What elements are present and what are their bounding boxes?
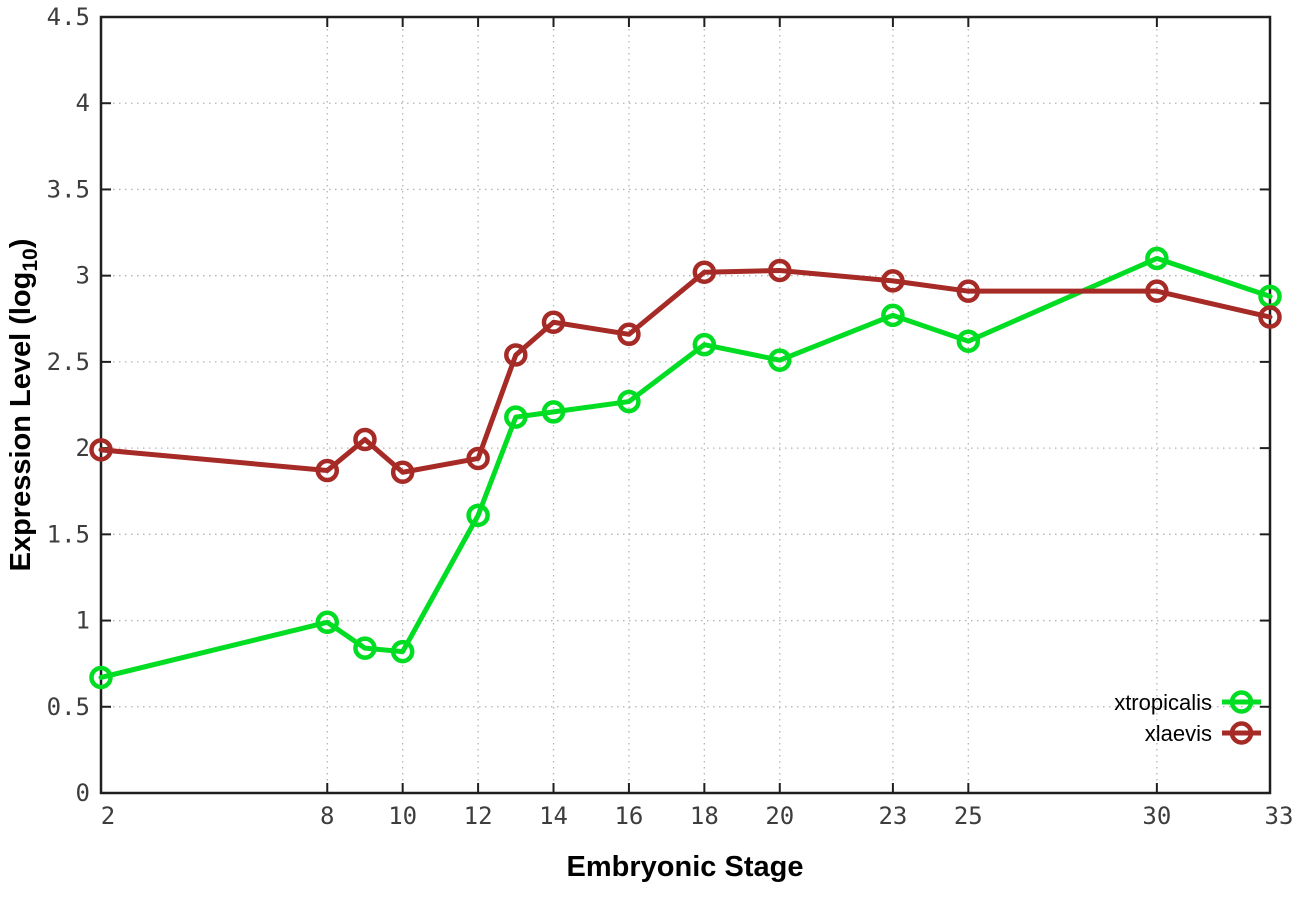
series-xtropicalis-marker: [956, 329, 981, 353]
tick-label-layer: 2 8 10 12 14 16 18 20 23 25 30 33 0 0.5 1 1.5 2 2.5 3 3.5 4 4…: [47, 3, 1294, 830]
x-tick-label: 30: [1142, 802, 1171, 830]
series-xlaevis-marker: [1145, 279, 1169, 303]
series-xlaevis-marker: [353, 427, 377, 452]
y-tick-label: 2: [76, 434, 90, 462]
series-layer: [89, 246, 1282, 690]
series-xtropicalis-marker: [617, 389, 641, 414]
x-tick-label: 25: [954, 802, 983, 830]
x-tick-label: 8: [320, 802, 334, 830]
plot-frame: [99, 15, 1272, 795]
series-xtropicalis-marker: [390, 639, 415, 664]
series-xtropicalis-marker: [881, 303, 905, 328]
series-xlaevis-marker: [1258, 305, 1282, 329]
series-xlaevis-marker: [617, 322, 641, 347]
frame-layer: [99, 15, 1272, 795]
series-xtropicalis-marker: [89, 665, 113, 690]
series-xtropicalis-marker: [768, 348, 792, 372]
x-tick-label: 20: [765, 802, 794, 830]
legend: xtropicalis xlaevis: [1114, 690, 1261, 746]
series-xlaevis-marker: [89, 438, 113, 462]
series-xtropicalis-marker: [1145, 246, 1169, 271]
series-xlaevis-marker: [956, 279, 981, 303]
series-xlaevis-marker: [315, 458, 340, 483]
x-tick-label: 33: [1265, 802, 1294, 830]
x-tick-label: 16: [614, 802, 643, 830]
series-xlaevis-line: [98, 267, 1273, 475]
y-tick-label: 2.5: [47, 348, 90, 376]
y-tick-label: 0: [76, 779, 90, 807]
series-xtropicalis-marker: [692, 332, 717, 357]
grid-layer: [101, 17, 1270, 793]
series-xlaevis-marker: [881, 269, 905, 293]
y-tick-label: 4.5: [47, 3, 90, 31]
x-tick-label: 18: [690, 802, 719, 830]
y-tick-label: 3.5: [47, 175, 90, 203]
series-xtropicalis-marker: [541, 400, 566, 424]
series-xlaevis-marker: [466, 446, 490, 471]
y-tick-label: 4: [76, 89, 90, 117]
y-axis-title: Expression Level (log10): [5, 239, 42, 572]
x-axis-title: Embryonic Stage: [567, 851, 804, 883]
series-xlaevis-marker: [692, 260, 717, 284]
y-tick-label: 1.5: [47, 520, 90, 548]
legend-sample-marker-xlaevis: [1229, 721, 1254, 745]
series-xtropicalis-marker: [504, 405, 528, 429]
series-xtropicalis-marker: [353, 636, 377, 660]
series-xtropicalis-line: [98, 255, 1273, 680]
y-tick-label: 3: [76, 262, 90, 290]
series-xlaevis-marker: [390, 460, 415, 485]
legend-label-xtropicalis: xtropicalis: [1114, 690, 1212, 715]
series-xlaevis-marker: [504, 343, 528, 367]
x-tick-label: 12: [464, 802, 493, 830]
y-tick-label: 0.5: [47, 693, 90, 721]
y-tick-label: 1: [76, 607, 90, 635]
series-xtropicalis-marker: [315, 610, 340, 635]
series-xlaevis-marker: [768, 258, 792, 283]
legend-sample-marker-xtropicalis: [1229, 690, 1254, 714]
series-xtropicalis-marker: [466, 503, 490, 528]
series-xlaevis-marker: [541, 310, 566, 334]
x-tick-label: 14: [539, 802, 568, 830]
x-tick-label: 10: [388, 802, 417, 830]
x-tick-label: 23: [878, 802, 907, 830]
legend-label-xlaevis: xlaevis: [1145, 721, 1212, 746]
x-tick-label: 2: [101, 802, 115, 830]
